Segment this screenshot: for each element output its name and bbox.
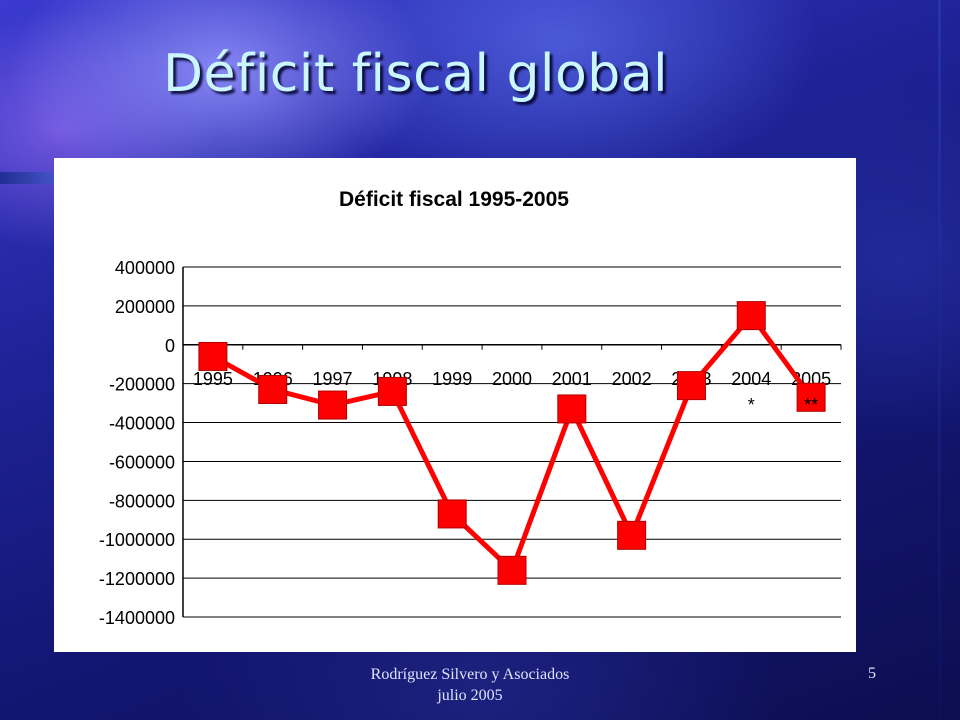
data-point-1999 [437, 499, 467, 529]
accent-bar [0, 172, 54, 184]
data-point-2001 [557, 394, 587, 424]
axis-layer: 400000 200000 0 -200000 -400000 -600000 -80000… [99, 258, 842, 628]
data-point-1998 [377, 376, 407, 406]
data-point-2004 [736, 301, 766, 331]
data-point-2003 [676, 371, 706, 401]
data-point-2005 [796, 382, 826, 412]
series-line [211, 311, 814, 575]
x-tick-labels: 1995199619971998199920002001200220032004… [193, 369, 831, 389]
y-tick-label: -600000 [109, 452, 175, 472]
x-tick-label: 1997 [313, 369, 353, 389]
x-tick-label: 2002 [612, 369, 652, 389]
y-tick-label: -200000 [109, 375, 175, 395]
x-tick-label: 2000 [492, 369, 532, 389]
y-tick-label: -1200000 [99, 569, 175, 589]
slide-number: 5 [868, 665, 876, 682]
footer-author: Rodríguez Silvero y Asociados [370, 666, 570, 683]
y-tick-label: -400000 [109, 414, 175, 434]
y-tick-label: -800000 [109, 491, 175, 511]
y-tick-label: 400000 [115, 258, 175, 278]
x-tick-label: 1999 [432, 369, 472, 389]
annotation-layer: * ** [748, 395, 818, 415]
x-tick-label: 1995 [193, 369, 233, 389]
y-tick-label: -1000000 [99, 530, 175, 550]
y-tick-label: -1400000 [99, 608, 175, 628]
data-point-2000 [497, 555, 527, 585]
annotation-label: ** [804, 395, 818, 415]
annotation-label: * [748, 395, 755, 415]
y-tick-label: 200000 [115, 297, 175, 317]
chart: Déficit fiscal 1995-2005 400000 200000 0 -2… [99, 188, 842, 628]
series-layer [198, 301, 826, 585]
y-tick-label: 0 [165, 336, 175, 356]
x-tick-label: 2004 [731, 369, 771, 389]
data-point-2002 [617, 520, 647, 550]
accent-line-right [938, 0, 941, 720]
footer-date: julio 2005 [437, 687, 503, 704]
slide-title: Déficit fiscal global [163, 44, 669, 104]
data-point-1996 [258, 375, 288, 404]
chart-title: Déficit fiscal 1995-2005 [339, 188, 569, 211]
x-tick-label: 2001 [552, 369, 592, 389]
chart-panel: Déficit fiscal 1995-2005 400000 200000 0 -2… [54, 158, 856, 652]
data-point-1997 [318, 390, 348, 420]
data-point-1995 [198, 341, 228, 371]
